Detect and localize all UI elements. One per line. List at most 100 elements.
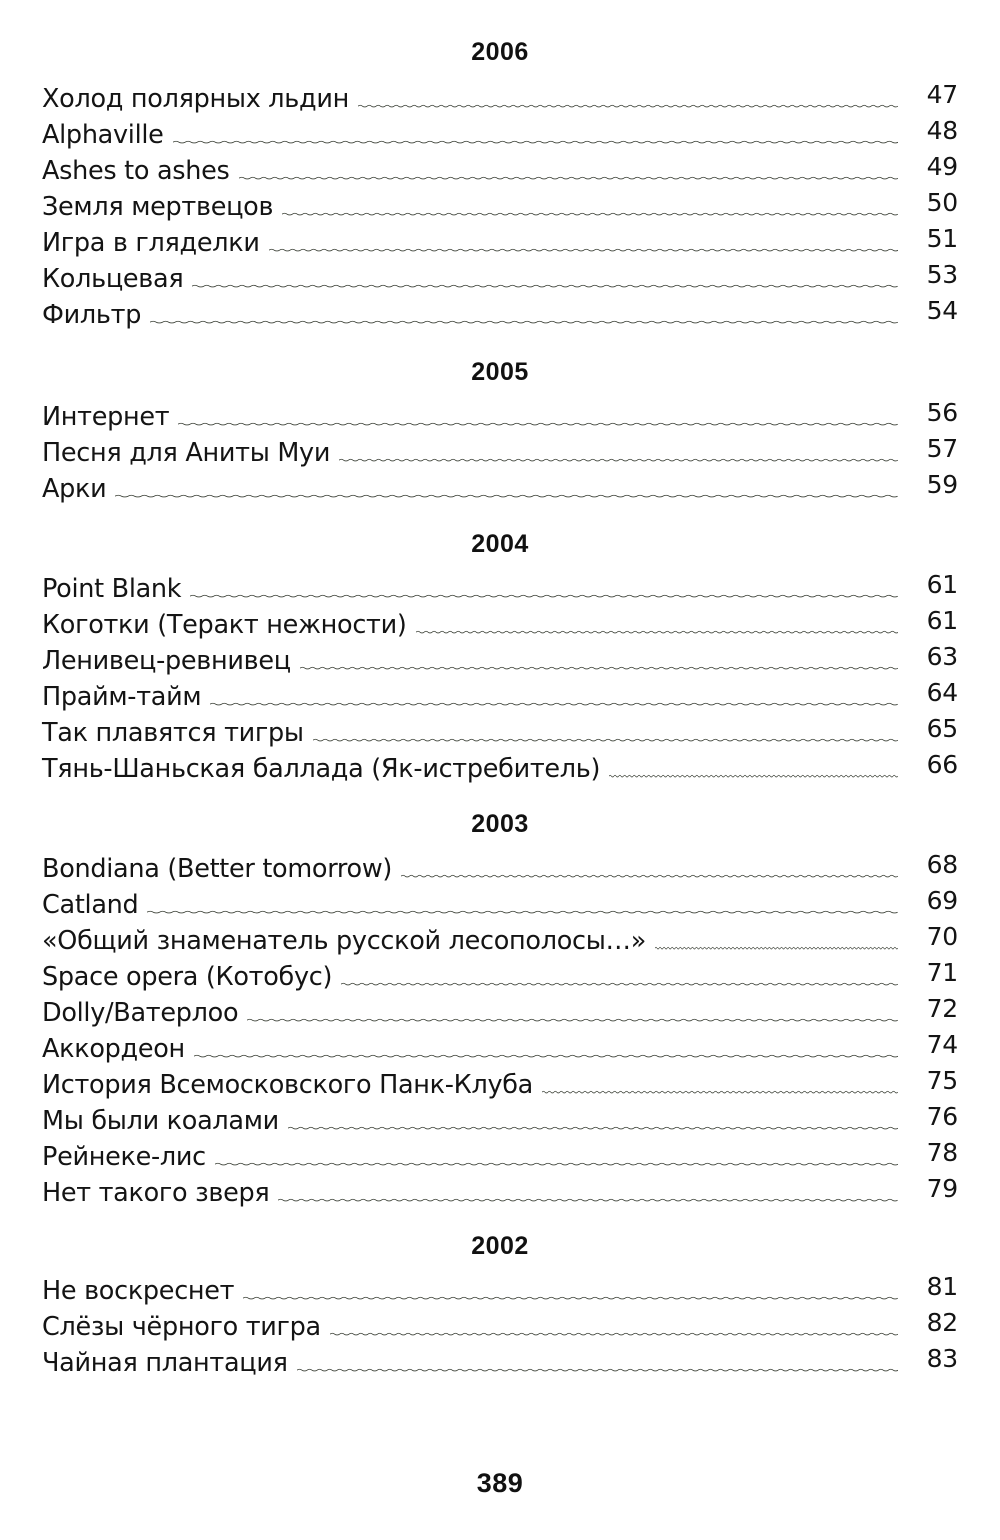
entry-list: Холод полярных льдин 47 Alphaville 48 Ashes … <box>42 78 959 331</box>
entry-title: Прайм-тайм <box>42 682 202 712</box>
toc-entry[interactable]: Холод полярных льдин 47 <box>42 78 958 115</box>
toc-entry[interactable]: Рейнеке-лис 78 <box>42 1136 958 1173</box>
leader-dots <box>339 438 898 468</box>
leader-dots <box>287 1106 898 1136</box>
entry-page-number: 56 <box>926 398 959 427</box>
toc-entry[interactable]: Слёзы чёрного тигра 82 <box>42 1306 959 1343</box>
entry-page-number: 82 <box>926 1308 959 1337</box>
entry-title: Мы были коалами <box>42 1106 279 1136</box>
leader-dots <box>296 1348 898 1378</box>
leader-dots <box>542 1070 898 1100</box>
entry-title: Dolly/Ватерлоо <box>42 998 239 1028</box>
entry-title: Тянь-Шаньская баллада (Як-истребитель) <box>42 754 601 784</box>
leader-dots <box>172 120 898 150</box>
entry-page-number: 59 <box>926 470 959 499</box>
entry-title: Чайная плантация <box>42 1348 288 1378</box>
entry-title: Так плавятся тигры <box>42 718 304 748</box>
toc-entry[interactable]: Коготки (Теракт нежности) 61 <box>42 604 958 641</box>
entry-title: Земля мертвецов <box>42 192 274 222</box>
leader-dots <box>312 718 898 748</box>
entry-title: Коготки (Теракт нежности) <box>42 610 407 640</box>
entry-title: Арки <box>42 474 107 504</box>
toc-entry[interactable]: Кольцевая 53 <box>42 258 958 295</box>
entry-title: Ashes to ashes <box>42 156 230 186</box>
entry-page-number: 69 <box>926 886 959 915</box>
leader-dots <box>282 192 898 222</box>
entry-page-number: 57 <box>926 434 959 463</box>
leader-dots <box>341 962 898 992</box>
toc-entry[interactable]: Point Blank 61 <box>42 568 959 605</box>
leader-dots <box>214 1142 898 1172</box>
toc-entry[interactable]: Так плавятся тигры 65 <box>42 712 959 749</box>
toc-entry[interactable]: Alphaville 48 <box>42 114 959 151</box>
entry-page-number: 70 <box>926 922 959 951</box>
toc-entry[interactable]: Земля мертвецов 50 <box>42 186 958 223</box>
leader-dots <box>358 84 898 114</box>
entry-page-number: 65 <box>926 714 959 743</box>
year-heading: 2006 <box>471 38 529 66</box>
leader-dots <box>609 754 898 784</box>
leader-dots <box>178 402 898 432</box>
toc-entry[interactable]: Тянь-Шаньская баллада (Як-истребитель) 66 <box>42 748 959 785</box>
entry-title: Интернет <box>42 402 170 432</box>
leader-dots <box>299 646 898 676</box>
entry-page-number: 71 <box>926 958 959 987</box>
leader-dots <box>147 890 898 920</box>
entry-page-number: 74 <box>926 1030 959 1059</box>
entry-page-number: 48 <box>926 116 959 145</box>
entry-title: История Всемосковского Панк-Клуба <box>42 1070 533 1100</box>
toc-entry[interactable]: Space opera (Котобус) 71 <box>42 956 959 993</box>
year-heading: 2003 <box>471 810 529 838</box>
entry-page-number: 64 <box>926 678 959 707</box>
leader-dots <box>238 156 898 186</box>
entry-page-number: 61 <box>926 570 959 599</box>
entry-list: Интернет 56 Песня для Аниты Муи 57 Арки 59 <box>42 396 959 505</box>
leader-dots <box>150 300 898 330</box>
toc-entry[interactable]: Мы были коалами 76 <box>42 1100 959 1137</box>
toc-entry[interactable]: История Всемосковского Панк-Клуба 75 <box>42 1064 959 1101</box>
leader-dots <box>268 228 898 258</box>
entry-title: Рейнеке-лис <box>42 1142 206 1172</box>
entry-title: Игра в гляделки <box>42 228 260 258</box>
toc-entry[interactable]: Прайм-тайм 64 <box>42 676 959 713</box>
entry-page-number: 81 <box>926 1272 959 1301</box>
toc-entry[interactable]: Фильтр 54 <box>42 294 958 331</box>
toc-entry[interactable]: Ленивец-ревнивец 63 <box>42 640 959 677</box>
toc-entry[interactable]: Чайная плантация 83 <box>42 1342 958 1379</box>
leader-dots <box>115 474 898 504</box>
entry-list: Point Blank 61 Коготки (Теракт нежности) 61… <box>42 568 959 785</box>
toc-entry[interactable]: Catland 69 <box>42 884 959 921</box>
entry-title: Alphaville <box>42 120 164 150</box>
leader-dots <box>192 264 898 294</box>
entry-page-number: 49 <box>926 152 959 181</box>
entry-page-number: 79 <box>926 1174 959 1203</box>
leader-dots <box>190 574 898 604</box>
toc-entry[interactable]: Bondiana (Better tomorrow) 68 <box>42 848 958 885</box>
toc-entry[interactable]: Dolly/Ватерлоо 72 <box>42 992 959 1029</box>
toc-entry[interactable]: Не воскреснет 81 <box>42 1270 959 1307</box>
toc-entry[interactable]: Нет такого зверя 79 <box>42 1172 959 1209</box>
leader-dots <box>193 1034 898 1064</box>
year-heading: 2002 <box>471 1232 529 1260</box>
toc-entry[interactable]: Песня для Аниты Муи 57 <box>42 432 959 469</box>
toc-entry[interactable]: Интернет 56 <box>42 396 959 433</box>
page-folio-number: 389 <box>476 1468 524 1498</box>
entry-title: Bondiana (Better tomorrow) <box>42 854 393 884</box>
leader-dots <box>243 1276 898 1306</box>
entry-page-number: 63 <box>926 642 959 671</box>
toc-entry[interactable]: Арки 59 <box>42 468 959 505</box>
leader-dots <box>278 1178 898 1208</box>
entry-title: Нет такого зверя <box>42 1178 270 1208</box>
toc-entry[interactable]: Игра в гляделки 51 <box>42 222 958 259</box>
entry-title: Кольцевая <box>42 264 184 294</box>
toc-entry[interactable]: Ashes to ashes 49 <box>42 150 959 187</box>
entry-page-number: 72 <box>926 994 959 1023</box>
entry-title: Аккордеон <box>42 1034 185 1064</box>
entry-page-number: 75 <box>926 1066 959 1095</box>
entry-title: Space opera (Котобус) <box>42 962 333 992</box>
entry-page-number: 76 <box>926 1102 959 1131</box>
toc-entry[interactable]: Аккордеон 74 <box>42 1028 959 1065</box>
toc-entry[interactable]: «Общий знаменатель русской лесополосы…» 7… <box>42 920 959 957</box>
entry-page-number: 66 <box>926 750 959 779</box>
leader-dots <box>329 1312 898 1342</box>
